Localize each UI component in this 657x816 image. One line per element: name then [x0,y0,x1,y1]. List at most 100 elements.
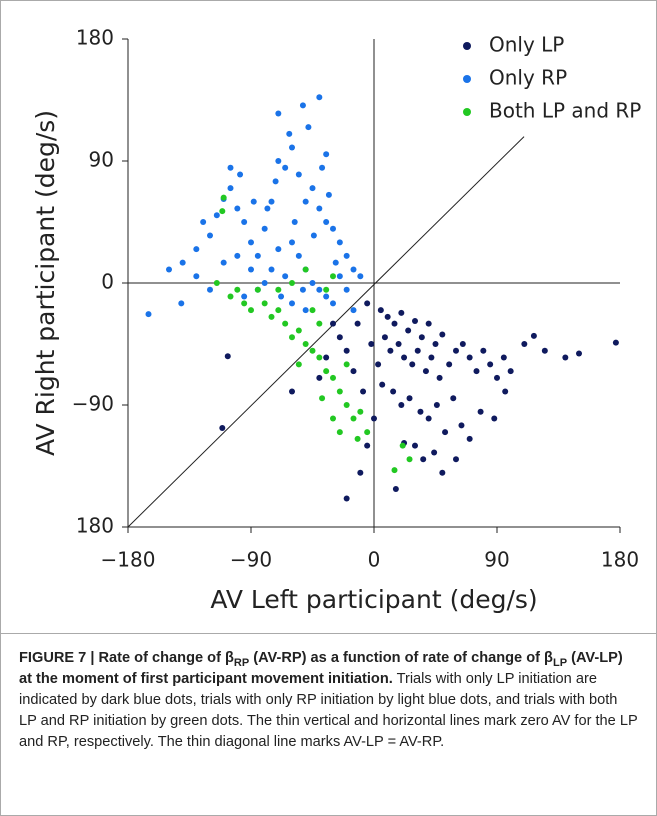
point [395,341,402,347]
point [387,347,394,354]
point [343,347,350,354]
point [330,225,336,232]
y-axis-title: AV Right participant (deg/s) [31,110,60,456]
point [487,361,494,368]
point [309,307,316,314]
point [220,259,227,266]
point [309,347,316,354]
point [330,300,336,307]
point [278,293,285,300]
point [336,273,343,280]
point [371,415,377,422]
point [350,266,357,273]
x-tick-label: −180 [101,548,156,572]
point [494,374,500,381]
point [275,110,282,117]
subscript: LP [552,656,568,669]
point [323,219,330,225]
point [145,311,152,318]
point [275,246,282,253]
point [302,341,309,347]
x-tick-label: −90 [230,548,272,572]
point [282,273,289,280]
point [316,320,323,327]
point [354,320,361,327]
point [432,341,439,347]
point [439,469,446,476]
legend-label: Only LP [489,33,564,57]
legend-marker [463,75,471,83]
y-tick-label: 180 [76,26,114,50]
point [179,259,186,266]
point [289,388,295,395]
point [220,194,227,201]
point [343,252,350,259]
point [357,273,364,280]
point [234,205,241,212]
legend-label: Only RP [489,66,567,90]
legend-marker [463,42,471,50]
point [406,395,413,402]
point [357,469,364,476]
point [425,415,432,422]
point [541,347,548,354]
point [446,361,453,368]
point [406,456,413,463]
point [412,317,418,324]
point [234,252,241,259]
point [289,280,295,286]
point [295,171,302,178]
point [323,286,330,293]
point [323,368,330,375]
point [425,320,432,327]
point [295,361,302,368]
subscript: RP [233,656,250,669]
point [364,429,371,436]
point [282,320,289,327]
point [562,354,569,361]
point [302,307,309,314]
point [391,320,398,327]
point [200,219,207,225]
point [433,402,440,408]
point [237,171,244,178]
legend-marker [463,108,471,116]
point [576,350,582,357]
point [420,456,427,463]
point [291,219,298,225]
point [166,266,172,273]
y-tick-label: −90 [72,392,114,416]
point [299,286,306,293]
point [466,435,473,442]
point [391,467,398,474]
point [350,368,357,375]
point [417,408,424,415]
point [473,368,480,375]
point [480,347,487,354]
point [309,185,316,192]
point [458,422,465,429]
series-points [145,94,364,318]
point [193,246,200,253]
series-points [213,194,413,474]
point [500,354,507,361]
point [207,286,213,293]
point [323,151,330,158]
point [343,286,350,293]
point [261,280,268,286]
point [330,320,336,327]
point [227,164,234,171]
point [330,374,336,381]
identity-line [127,136,525,528]
caption: FIGURE 7 | Rate of change of βRP (AV-RP)… [1,633,656,753]
point [350,307,357,314]
point [507,368,514,375]
point [350,415,357,422]
point [241,293,248,300]
point [502,388,509,395]
point [227,185,234,192]
point [289,144,295,151]
point [248,266,254,273]
point [224,353,231,360]
caption-title: FIGURE 7 | Rate of change of βRP (AV-RP)… [19,650,623,687]
